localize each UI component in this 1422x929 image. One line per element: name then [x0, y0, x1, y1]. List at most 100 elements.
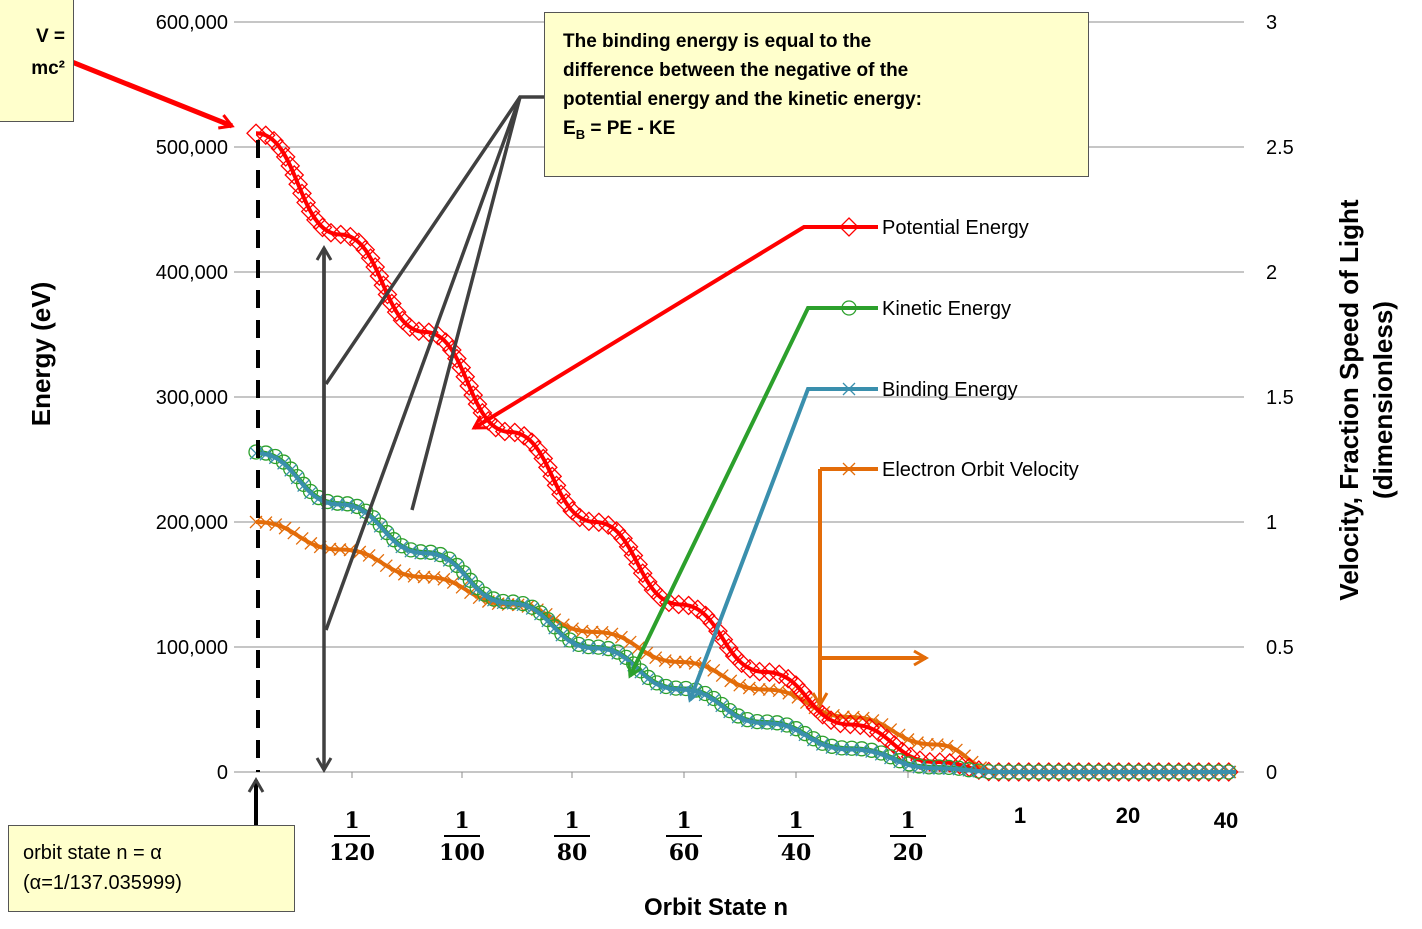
data-point	[611, 646, 625, 660]
x-tick-denominator: 100	[439, 840, 485, 866]
data-point	[463, 385, 484, 406]
data-point	[1062, 765, 1076, 779]
orbit-state-note: orbit state n = α (α=1/137.035999)	[8, 825, 295, 912]
data-point	[407, 569, 421, 583]
data-point	[371, 553, 385, 567]
data-point	[457, 567, 471, 581]
data-point	[284, 463, 298, 477]
data-point	[949, 743, 963, 757]
data-point	[459, 376, 480, 396]
data-point	[395, 540, 409, 554]
data-point	[613, 528, 633, 549]
data-point	[868, 722, 889, 743]
data-point	[893, 755, 907, 769]
data-point	[470, 582, 484, 596]
data-point	[623, 545, 644, 566]
data-point	[1182, 765, 1196, 779]
data-point	[840, 714, 861, 735]
data-point	[467, 394, 488, 415]
data-point	[778, 668, 799, 689]
data-point	[713, 629, 734, 650]
right-tick-label: 0	[1266, 762, 1277, 784]
data-point	[972, 764, 986, 778]
data-point	[563, 634, 577, 648]
data-point	[718, 638, 739, 658]
data-point	[618, 536, 639, 557]
data-point	[414, 546, 428, 560]
data-point	[478, 588, 492, 602]
data-point	[805, 731, 822, 747]
data-point	[284, 165, 305, 185]
data-point	[1132, 765, 1146, 779]
data-point	[302, 483, 319, 500]
legend-label: Kinetic Energy	[882, 298, 1011, 320]
data-point	[1222, 765, 1236, 779]
data-point	[1022, 765, 1036, 779]
series-layer	[246, 123, 1239, 782]
rest-mass-arrow	[61, 55, 235, 130]
data-point	[259, 447, 273, 461]
data-point	[714, 696, 730, 713]
data-point	[521, 432, 542, 453]
data-point	[752, 682, 766, 696]
data-point	[919, 751, 940, 772]
right-tick-label: 1	[1266, 512, 1277, 534]
data-point	[377, 284, 398, 305]
data-point	[1212, 765, 1226, 779]
legend-marker	[842, 382, 856, 396]
y-axis-title-left: Energy (eV)	[26, 282, 56, 427]
note-pointer-2	[324, 96, 522, 631]
data-point	[1042, 765, 1056, 779]
data-point	[496, 596, 510, 610]
formula-rhs: = PE - KE	[585, 118, 676, 139]
data-point	[1172, 765, 1186, 779]
series-line	[255, 450, 1236, 774]
data-point	[394, 538, 410, 554]
binding-note-line-3: potential energy and the kinetic energy:	[563, 89, 922, 110]
data-point	[1102, 765, 1116, 779]
data-point	[486, 593, 500, 607]
data-point	[650, 677, 664, 691]
data-point	[525, 602, 539, 615]
data-point	[1192, 765, 1206, 779]
data-point	[514, 425, 535, 446]
data-point	[780, 719, 794, 733]
left-tick-label: 500,000	[156, 137, 228, 159]
right-tick-label: 3	[1266, 12, 1277, 34]
binding-note-formula: EB = PE - KE	[563, 114, 1070, 149]
data-point	[441, 551, 457, 567]
data-point	[386, 302, 407, 323]
data-point	[455, 366, 476, 387]
x-tick-denominator: 80	[557, 840, 588, 866]
series-binding-energy	[249, 446, 1236, 779]
data-point	[769, 664, 790, 685]
legend-marker	[841, 300, 857, 316]
data-point	[876, 728, 897, 749]
data-point	[516, 598, 530, 612]
data-point	[706, 690, 722, 707]
data-point	[455, 580, 469, 594]
data-point	[772, 684, 786, 698]
data-point	[614, 630, 628, 644]
data-point	[340, 226, 361, 247]
x-tick-denominator: 60	[669, 840, 700, 866]
binding-note-line-1: The binding energy is equal to the	[563, 31, 872, 52]
data-point	[1052, 765, 1066, 779]
data-point	[255, 125, 276, 146]
mass-note-line-2: mc²	[31, 58, 65, 79]
data-point	[555, 628, 569, 642]
data-point	[528, 440, 549, 460]
data-point	[300, 201, 321, 222]
left-tick-label: 200,000	[156, 512, 228, 534]
data-point	[792, 682, 813, 703]
y-axis-title-right-2: (dimensionless)	[1368, 301, 1398, 499]
data-point	[331, 497, 344, 511]
data-point	[641, 672, 655, 686]
data-point	[348, 232, 369, 253]
data-point	[860, 718, 880, 738]
data-point	[668, 655, 682, 669]
potential-arrow	[471, 225, 820, 430]
data-point	[575, 624, 589, 638]
legend-label: Potential Energy	[882, 217, 1029, 239]
data-point	[381, 293, 402, 314]
